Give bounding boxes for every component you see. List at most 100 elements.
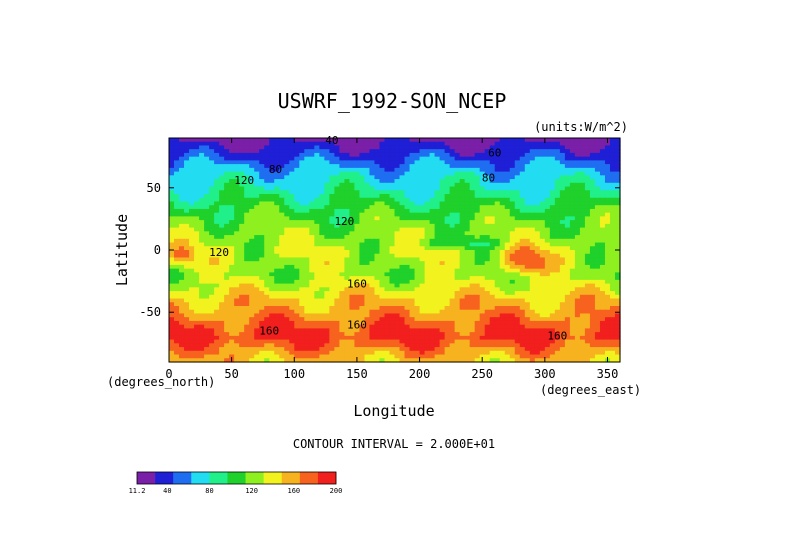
- field-cell: [424, 313, 431, 318]
- field-cell: [449, 339, 456, 344]
- field-cell: [559, 313, 566, 318]
- field-cell: [559, 160, 566, 165]
- field-cell: [194, 208, 200, 214]
- field-cell: [169, 261, 175, 266]
- field-cell: [259, 182, 265, 188]
- field-cell: [484, 175, 491, 180]
- field-cell: [249, 182, 255, 188]
- field-cell: [224, 223, 230, 229]
- field-cell: [504, 223, 511, 229]
- field-cell: [314, 235, 320, 240]
- field-cell: [359, 332, 366, 337]
- field-cell: [584, 309, 591, 315]
- field-cell: [384, 164, 391, 169]
- field-cell: [179, 164, 185, 169]
- field-cell: [549, 313, 556, 318]
- field-cell: [244, 227, 250, 232]
- field-cell: [569, 235, 576, 240]
- field-cell: [544, 264, 551, 270]
- field-cell: [489, 279, 496, 285]
- field-cell: [214, 182, 220, 188]
- field-cell: [584, 242, 591, 247]
- field-cell: [269, 283, 275, 288]
- field-cell: [454, 313, 461, 318]
- field-cell: [459, 276, 466, 281]
- field-cell: [479, 320, 486, 326]
- field-cell: [499, 145, 506, 150]
- field-cell: [239, 261, 245, 266]
- field-cell: [344, 317, 350, 322]
- field-cell: [529, 167, 536, 173]
- field-cell: [379, 160, 386, 165]
- field-cell: [404, 309, 411, 315]
- field-cell: [334, 220, 340, 225]
- field-cell: [404, 320, 411, 326]
- field-cell: [189, 182, 195, 188]
- field-cell: [539, 197, 546, 203]
- field-cell: [314, 164, 320, 169]
- field-cell: [444, 160, 451, 165]
- field-cell: [564, 332, 571, 337]
- field-cell: [534, 328, 541, 333]
- field-cell: [609, 149, 616, 154]
- field-cell: [459, 194, 466, 199]
- field-cell: [504, 171, 511, 176]
- field-cell: [334, 283, 340, 288]
- field-cell: [474, 175, 481, 180]
- field-cell: [289, 298, 295, 303]
- field-cell: [499, 276, 506, 281]
- field-cell: [509, 179, 516, 184]
- field-cell: [214, 250, 220, 255]
- field-cell: [569, 152, 576, 158]
- field-cell: [604, 320, 611, 326]
- field-cell: [489, 238, 496, 244]
- field-cell: [349, 253, 356, 259]
- field-cell: [249, 264, 255, 270]
- field-cell: [349, 164, 356, 169]
- field-cell: [404, 283, 411, 288]
- field-cell: [464, 201, 471, 206]
- field-cell: [379, 164, 386, 169]
- field-cell: [419, 309, 426, 315]
- field-cell: [299, 268, 305, 273]
- field-cell: [284, 156, 290, 161]
- field-cell: [274, 138, 280, 143]
- field-cell: [614, 223, 621, 229]
- field-cell: [189, 324, 195, 329]
- field-cell: [574, 145, 581, 150]
- field-cell: [384, 152, 391, 158]
- field-cell: [279, 287, 285, 292]
- field-cell: [289, 306, 295, 311]
- field-cell: [174, 152, 180, 158]
- field-cell: [524, 175, 531, 180]
- field-cell: [369, 306, 376, 311]
- field-cell: [474, 257, 481, 262]
- field-cell: [424, 238, 431, 244]
- field-cell: [384, 220, 391, 225]
- field-cell: [439, 175, 446, 180]
- field-cell: [404, 186, 411, 191]
- field-cell: [239, 138, 245, 143]
- field-cell: [189, 257, 195, 262]
- field-cell: [194, 320, 200, 326]
- field-cell: [174, 138, 180, 143]
- field-cell: [539, 279, 546, 285]
- field-cell: [524, 283, 531, 288]
- field-cell: [249, 335, 255, 341]
- field-cell: [224, 302, 230, 307]
- field-cell: [399, 175, 406, 180]
- field-cell: [474, 231, 481, 236]
- field-cell: [484, 291, 491, 296]
- field-cell: [239, 223, 245, 229]
- field-cell: [304, 194, 310, 199]
- field-cell: [399, 197, 406, 203]
- field-cell: [359, 253, 366, 259]
- field-cell: [544, 320, 551, 326]
- field-cell: [229, 253, 235, 259]
- field-cell: [379, 324, 386, 329]
- field-cell: [324, 291, 330, 296]
- field-cell: [284, 190, 290, 195]
- field-cell: [504, 227, 511, 232]
- field-cell: [314, 175, 320, 180]
- field-cell: [544, 164, 551, 169]
